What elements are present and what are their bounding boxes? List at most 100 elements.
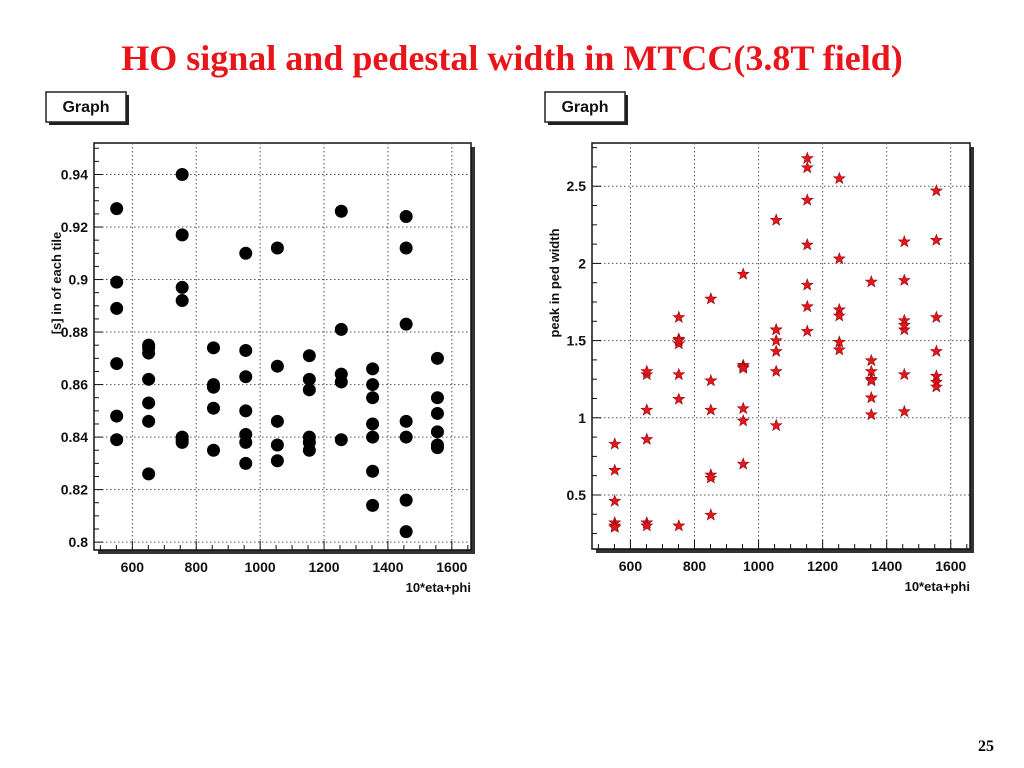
axis-ticks [94, 147, 469, 550]
data-point-13 [175, 168, 189, 182]
graph-label-box: Graph [45, 91, 129, 125]
y-tick-label-0: 0.5 [567, 487, 587, 503]
data-point-21 [704, 403, 718, 416]
data-point-35 [270, 438, 284, 452]
data-point-17 [672, 518, 686, 532]
data-point-11 [640, 364, 654, 377]
data-point-49 [366, 378, 380, 392]
data-point-40 [800, 160, 814, 174]
data-point-47 [334, 433, 348, 447]
y-tick-label-4: 2.5 [567, 178, 587, 194]
data-point-32 [769, 213, 783, 226]
data-point-59 [897, 234, 911, 248]
data-point-53 [864, 353, 878, 367]
data-point-28 [239, 404, 253, 418]
data-point-33 [270, 359, 284, 373]
x-axis-title: 10*eta+phi [905, 579, 970, 594]
y-tick-label-3: 2 [578, 255, 586, 271]
data-point-15 [672, 367, 686, 381]
data-point-68 [929, 310, 943, 324]
data-point-52 [864, 275, 878, 288]
y-tick-label-2: 1.5 [567, 333, 587, 349]
y-tick-label-6: 0.92 [61, 219, 88, 235]
data-point-16 [672, 392, 686, 405]
data-point-47 [832, 251, 846, 265]
y-tick-label-3: 0.86 [61, 377, 88, 393]
data-point-46 [334, 375, 348, 389]
data-point-38 [302, 372, 316, 386]
data-point-26 [239, 343, 253, 357]
data-point-18 [672, 333, 686, 347]
data-point-28 [736, 401, 750, 415]
data-point-57 [399, 317, 413, 331]
data-point-50 [366, 391, 380, 405]
data-point-61 [399, 430, 413, 444]
grid-lines [592, 143, 970, 549]
x-tick-label-1: 800 [683, 558, 707, 574]
data-point-34 [270, 414, 284, 428]
data-point-63 [430, 391, 444, 405]
data-point-36 [270, 454, 284, 468]
data-point-44 [334, 322, 348, 336]
data-point-56 [864, 390, 878, 404]
data-point-30 [736, 457, 750, 470]
data-point-32 [270, 241, 284, 255]
data-point-51 [832, 343, 846, 356]
y-tick-label-0: 0.8 [69, 534, 89, 550]
data-point-72 [929, 380, 943, 393]
plot-frame [591, 142, 971, 550]
data-point-65 [430, 425, 444, 439]
data-point-64 [430, 406, 444, 420]
y-tick-label-2: 0.84 [61, 429, 88, 445]
y-tick-label-5: 0.9 [69, 272, 89, 288]
x-axis-title: 10*eta+phi [406, 580, 471, 595]
data-point-15 [175, 280, 189, 294]
data-point-54 [366, 430, 380, 444]
y-tick-label-4: 0.88 [61, 324, 88, 340]
data-point-3 [110, 357, 124, 371]
x-tick-label-1: 800 [185, 559, 209, 575]
signal-width-scatter-chart: Graph 600 800 1000 1200 1400 1600 0.8 0.82 0.84 0.… [45, 91, 475, 595]
x-tick-label-5: 1600 [935, 558, 966, 574]
data-point-46 [832, 171, 846, 185]
data-point-41 [800, 193, 814, 206]
data-point-10 [640, 518, 654, 532]
data-point-30 [239, 456, 253, 470]
data-point-8 [640, 432, 654, 445]
data-point-44 [800, 299, 814, 313]
data-point-34 [769, 333, 783, 347]
x-tick-label-3: 1200 [807, 558, 838, 574]
data-point-37 [302, 349, 316, 363]
data-point-14 [175, 228, 189, 242]
data-points [608, 151, 943, 533]
data-point-63 [897, 367, 911, 381]
data-point-48 [366, 362, 380, 376]
data-point-58 [864, 373, 878, 387]
x-tick-label-2: 1000 [245, 559, 276, 575]
data-point-19 [704, 292, 718, 305]
data-point-22 [206, 401, 220, 415]
data-point-67 [430, 441, 444, 455]
data-point-9 [142, 396, 156, 410]
data-point-66 [929, 184, 943, 197]
data-point-69 [929, 344, 943, 358]
data-point-27 [239, 370, 253, 384]
graph-label-text: Graph [561, 99, 608, 116]
data-point-51 [366, 417, 380, 431]
x-tick-label-0: 600 [619, 558, 643, 574]
data-point-10 [142, 414, 156, 428]
data-point-24 [704, 508, 718, 521]
data-point-11 [142, 467, 156, 481]
data-point-45 [800, 324, 814, 337]
data-point-7 [640, 403, 654, 416]
data-point-20 [206, 341, 220, 355]
data-point-42 [800, 238, 814, 251]
data-point-53 [366, 498, 380, 512]
data-point-2 [608, 494, 622, 507]
y-tick-label-1: 1 [578, 410, 586, 426]
data-point-59 [399, 493, 413, 507]
data-point-1 [110, 275, 124, 289]
data-point-4 [110, 409, 124, 423]
data-point-67 [929, 233, 943, 246]
data-point-0 [110, 202, 124, 216]
